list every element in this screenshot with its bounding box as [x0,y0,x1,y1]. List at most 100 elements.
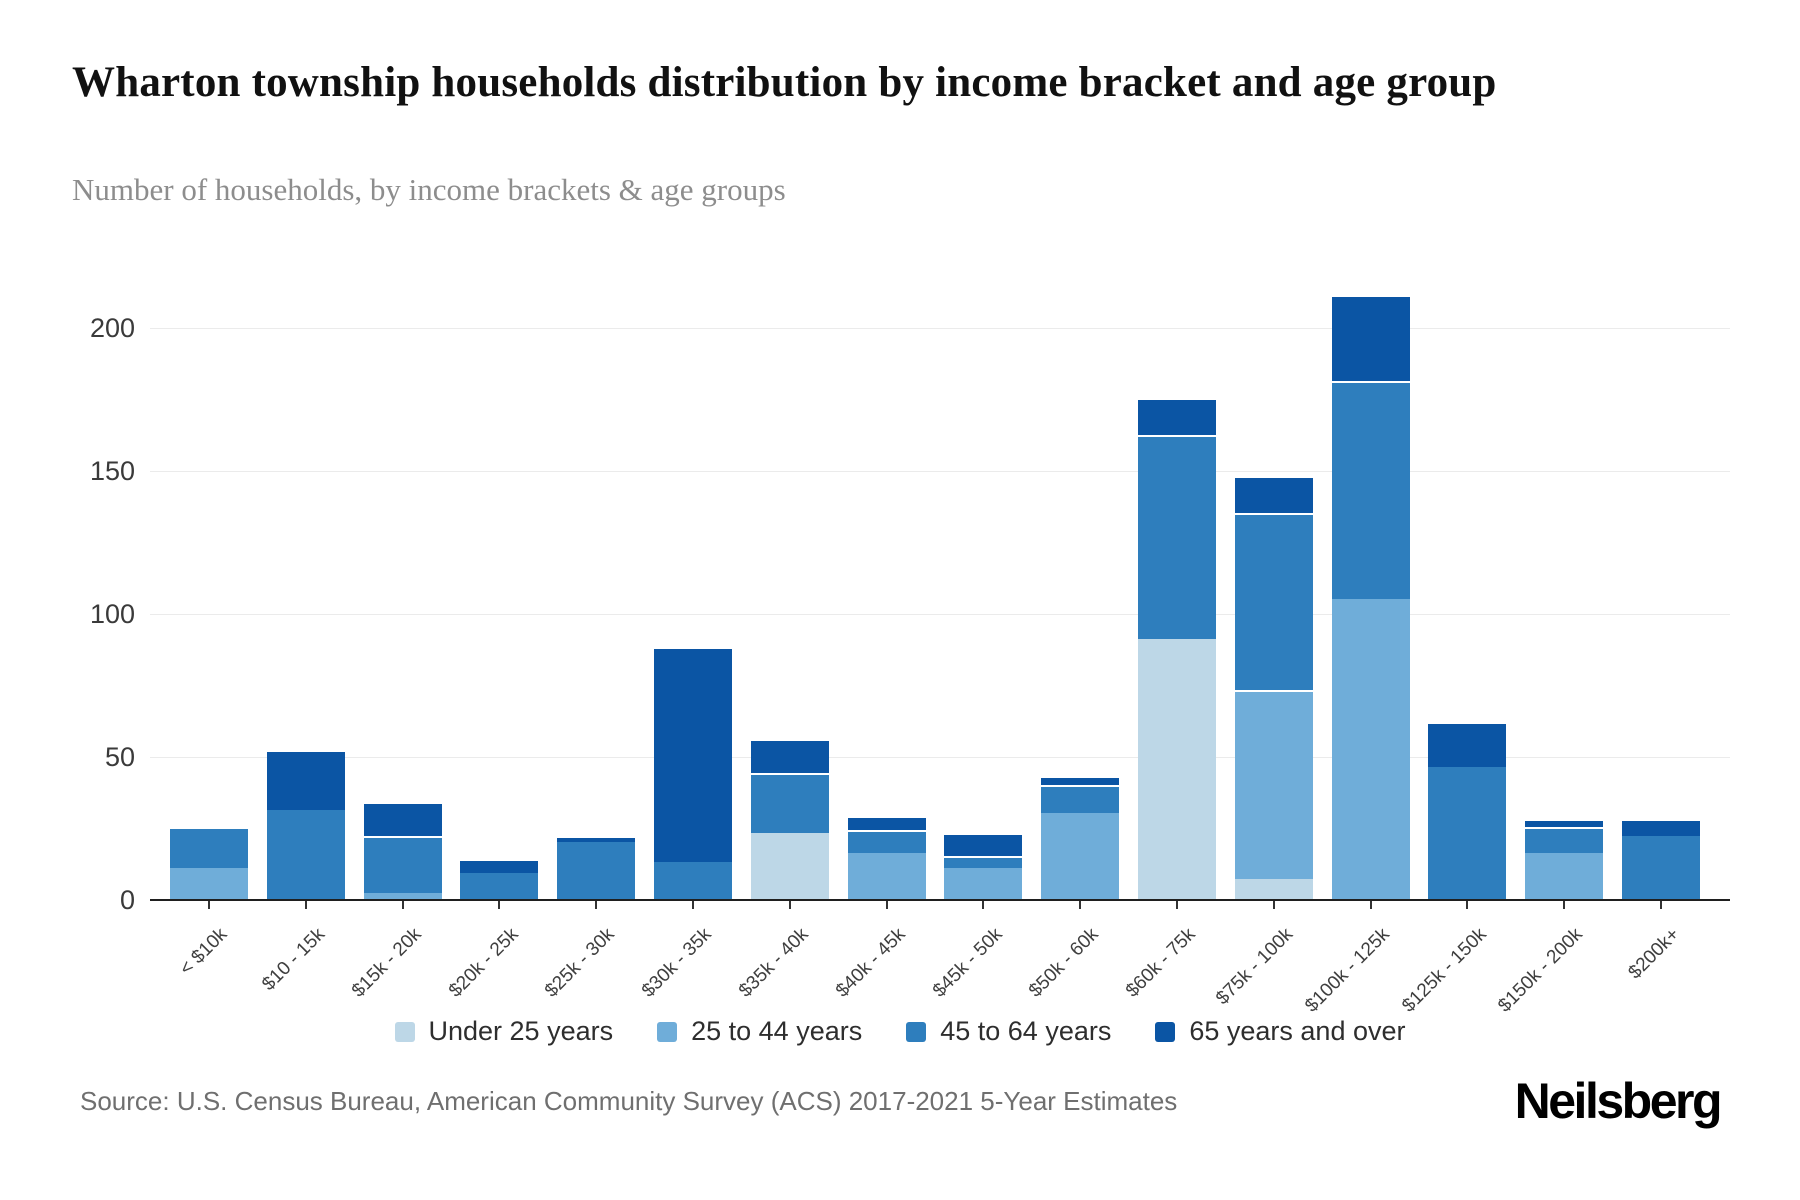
legend-label: 65 years and over [1189,1016,1406,1046]
bar-segment[interactable] [1041,784,1120,814]
bar-segment[interactable] [1622,818,1700,837]
bar-segment[interactable] [1622,836,1700,899]
bar-segment[interactable] [1525,853,1604,899]
bar-segment[interactable] [654,647,732,862]
bar-segment[interactable] [847,830,926,854]
bar-segment[interactable] [1041,775,1120,785]
bar-segment[interactable] [363,893,442,899]
bar-segment[interactable] [1525,818,1604,828]
legend-label: 25 to 44 years [691,1016,863,1046]
bar-segment[interactable] [1138,638,1216,899]
bar-1[interactable] [170,827,248,899]
x-axis-tick [885,901,888,909]
x-axis-tick [595,901,598,909]
bar-segment[interactable] [170,867,248,899]
bar-segment[interactable] [1138,435,1216,639]
x-axis-tick [1176,901,1178,909]
x-axis-tick-label: $30k - 35k [638,924,716,1002]
x-axis-tick [788,901,791,909]
bar-segment[interactable] [1428,767,1507,899]
bar-segment[interactable] [944,867,1023,899]
legend-swatch [906,1021,927,1042]
bar-8[interactable] [847,816,926,899]
legend-item[interactable]: 25 to 44 years [657,1016,862,1047]
x-axis-tick [401,901,404,909]
x-axis-tick [1660,901,1662,909]
x-axis-tick-label: $200k+ [1624,924,1684,984]
legend-swatch [394,1021,415,1042]
bar-14[interactable] [1428,721,1507,899]
legend-swatch [1155,1021,1176,1042]
bar-segment[interactable] [1234,878,1313,899]
bar-segment[interactable] [363,801,442,837]
bar-10[interactable] [1041,775,1120,899]
gridline [150,327,1730,329]
x-axis-tick-label: $25k - 30k [541,924,620,1002]
bar-segment[interactable] [944,833,1023,857]
y-axis-tick-label: 50 [104,741,135,772]
bar-segment[interactable] [847,816,926,831]
bar-segment[interactable] [266,750,345,811]
x-axis-tick [1079,901,1082,909]
x-axis-tick-label: $15k - 20k [347,924,426,1002]
x-axis-tick [304,901,307,909]
x-axis-tick [1272,901,1275,909]
bar-segment[interactable] [1234,475,1313,513]
gridline [150,613,1730,615]
bar-13[interactable] [1331,295,1410,899]
bar-segment[interactable] [654,861,732,899]
x-axis-tick [208,901,210,909]
legend-item[interactable]: Under 25 years [394,1016,613,1047]
bar-segment[interactable] [750,738,829,774]
bar-segment[interactable] [557,836,636,842]
bar-segment[interactable] [557,841,636,899]
bar-5[interactable] [557,836,636,899]
y-axis-tick-label: 0 [119,885,135,915]
bar-segment[interactable] [944,856,1023,868]
bar-segment[interactable] [1234,690,1313,879]
bar-12[interactable] [1234,475,1313,899]
bar-segment[interactable] [460,873,539,899]
y-axis-tick-label: 200 [89,312,135,343]
x-axis-tick-label: $10 - 15k [257,924,329,995]
bar-11[interactable] [1138,398,1216,899]
bar-segment[interactable] [1041,813,1120,899]
legend-item[interactable]: 45 to 64 years [906,1016,1111,1047]
bar-3[interactable] [363,801,442,899]
bar-segment[interactable] [1525,827,1604,854]
bar-segment[interactable] [750,773,829,834]
x-axis-line [150,899,1730,901]
bar-2[interactable] [266,750,345,899]
chart-subtitle: Number of households, by income brackets… [72,172,786,207]
bar-segment[interactable] [1138,398,1216,436]
bar-segment[interactable] [460,858,539,874]
x-axis-tick [982,901,985,909]
chart-title: Wharton township households distribution… [72,59,1497,106]
x-axis-tick-label: < $10k [176,924,232,980]
legend-swatch [657,1021,678,1042]
bar-segment[interactable] [1331,295,1410,382]
x-axis-tick [1563,901,1566,909]
bar-4[interactable] [460,858,539,899]
bar-segment[interactable] [1331,381,1410,599]
bar-segment[interactable] [363,836,442,894]
gridline [150,756,1730,758]
x-axis-tick [692,901,694,909]
legend-item[interactable]: 65 years and over [1155,1016,1406,1047]
x-axis-tick-label: $40k - 45k [831,924,910,1002]
bar-15[interactable] [1525,818,1604,899]
bar-9[interactable] [944,833,1023,899]
x-axis-tick-label: $75k - 100k [1211,924,1297,1010]
bar-segment[interactable] [1234,512,1313,691]
bar-segment[interactable] [1428,721,1507,768]
x-axis-tick [498,901,501,909]
bar-6[interactable] [654,647,732,899]
bar-segment[interactable] [847,853,926,899]
bar-segment[interactable] [266,810,345,899]
bar-16[interactable] [1622,818,1700,899]
bar-segment[interactable] [750,833,829,899]
bar-segment[interactable] [1331,598,1410,899]
bar-7[interactable] [750,738,829,899]
bar-segment[interactable] [170,827,248,868]
